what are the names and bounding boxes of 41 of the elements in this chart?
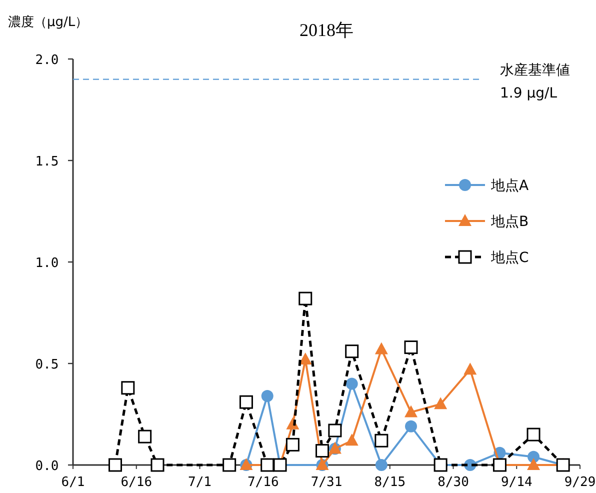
point xyxy=(108,458,122,472)
legend-label: 地点A xyxy=(490,178,529,194)
point xyxy=(345,434,358,446)
legend-label: 地点B xyxy=(490,214,529,230)
point xyxy=(328,424,342,438)
point xyxy=(374,434,388,448)
x-tick-label: 7/1 xyxy=(188,475,212,490)
point xyxy=(405,420,417,432)
x-tick-label: 9/29 xyxy=(564,475,596,490)
x-tick-label: 8/30 xyxy=(438,475,469,490)
chart-title: 2018年 xyxy=(300,20,354,40)
ref-line-label: 水産基準値 1.9 μg/L xyxy=(500,62,570,102)
point xyxy=(346,378,358,390)
y-tick-label: 0.5 xyxy=(35,358,59,372)
x-tick-label: 7/31 xyxy=(310,475,342,490)
point xyxy=(375,459,388,471)
point xyxy=(261,390,274,402)
point xyxy=(374,342,388,354)
x-tick-label: 6/1 xyxy=(61,475,85,490)
y-tick-label: 2.0 xyxy=(35,53,59,68)
y-tick-label: 0.0 xyxy=(35,459,59,474)
x-tick-label: 8/15 xyxy=(374,475,406,490)
point xyxy=(404,405,418,418)
x-tick-label: 6/16 xyxy=(120,475,152,490)
point xyxy=(138,430,152,444)
point xyxy=(298,352,312,364)
point xyxy=(464,362,477,375)
y-tick-label: 1.5 xyxy=(35,154,59,170)
point xyxy=(286,438,300,452)
x-tick-label: 7/16 xyxy=(247,475,279,490)
y-tick-label: 1.0 xyxy=(35,256,59,271)
point xyxy=(150,458,164,472)
legend-label: 地点C xyxy=(490,250,529,266)
y-axis-title: 濃度（μg/L） xyxy=(8,14,88,30)
point xyxy=(434,397,448,410)
x-tick-label: 9/14 xyxy=(500,475,532,490)
point xyxy=(222,458,236,472)
point xyxy=(527,458,540,470)
point xyxy=(345,344,359,358)
point xyxy=(316,444,330,458)
point xyxy=(526,428,540,442)
